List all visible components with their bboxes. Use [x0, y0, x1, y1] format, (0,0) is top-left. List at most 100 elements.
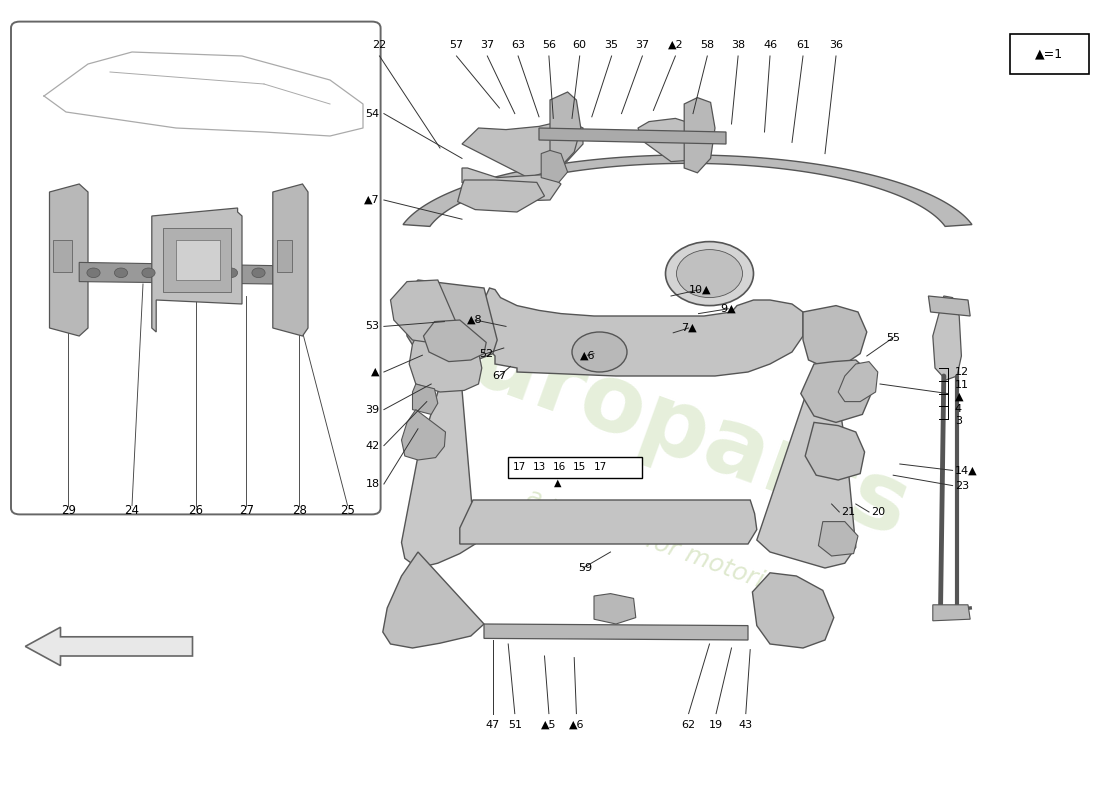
- Text: 10▲: 10▲: [689, 285, 711, 294]
- Text: a passion for motoring: a passion for motoring: [524, 484, 796, 604]
- Text: 46: 46: [763, 39, 777, 50]
- Polygon shape: [933, 605, 970, 621]
- Polygon shape: [933, 296, 961, 380]
- Polygon shape: [541, 150, 568, 182]
- Circle shape: [197, 268, 210, 278]
- Text: 4: 4: [955, 404, 961, 414]
- Text: 51: 51: [508, 720, 521, 730]
- Polygon shape: [405, 280, 497, 362]
- Text: 37: 37: [636, 39, 649, 50]
- Text: 62: 62: [682, 720, 695, 730]
- Text: 38: 38: [732, 39, 745, 50]
- Text: 26: 26: [188, 504, 204, 517]
- Polygon shape: [152, 208, 242, 332]
- Text: 56: 56: [542, 39, 556, 50]
- Polygon shape: [594, 594, 636, 624]
- Text: 12: 12: [955, 367, 969, 377]
- Text: 37: 37: [481, 39, 494, 50]
- Text: 16: 16: [553, 462, 566, 472]
- Text: 63: 63: [512, 39, 525, 50]
- Polygon shape: [176, 240, 220, 280]
- Polygon shape: [539, 128, 726, 144]
- Text: 29: 29: [60, 504, 76, 517]
- Polygon shape: [838, 362, 878, 402]
- Circle shape: [572, 332, 627, 372]
- Text: 47: 47: [486, 720, 499, 730]
- Text: ▲: ▲: [371, 367, 380, 377]
- Circle shape: [87, 268, 100, 278]
- FancyBboxPatch shape: [508, 457, 642, 478]
- Polygon shape: [50, 184, 88, 336]
- Polygon shape: [402, 364, 475, 568]
- Polygon shape: [390, 280, 462, 344]
- Text: 27: 27: [239, 504, 254, 517]
- Polygon shape: [412, 384, 438, 414]
- Text: 3: 3: [955, 416, 961, 426]
- Text: 57: 57: [450, 39, 463, 50]
- Text: 58: 58: [701, 39, 714, 50]
- Text: ▲=1: ▲=1: [1035, 47, 1064, 60]
- FancyBboxPatch shape: [11, 22, 381, 514]
- Text: ▲: ▲: [955, 392, 964, 402]
- Text: ▲2: ▲2: [668, 39, 683, 50]
- Polygon shape: [409, 328, 482, 392]
- Polygon shape: [277, 240, 292, 272]
- Text: 25: 25: [340, 504, 355, 517]
- Text: 39: 39: [365, 405, 380, 414]
- Polygon shape: [484, 288, 803, 376]
- Circle shape: [676, 250, 742, 298]
- Text: 20: 20: [871, 507, 886, 517]
- Polygon shape: [550, 92, 581, 166]
- Polygon shape: [163, 228, 231, 292]
- Polygon shape: [805, 422, 865, 480]
- Text: 35: 35: [605, 39, 618, 50]
- Polygon shape: [801, 360, 871, 422]
- Polygon shape: [458, 180, 544, 212]
- Circle shape: [666, 242, 754, 306]
- Polygon shape: [818, 522, 858, 556]
- Text: 7▲: 7▲: [681, 323, 696, 333]
- Text: 55: 55: [887, 333, 900, 342]
- Text: 17: 17: [594, 462, 607, 472]
- Text: 15: 15: [573, 462, 586, 472]
- Polygon shape: [79, 262, 273, 284]
- Polygon shape: [752, 573, 834, 648]
- Polygon shape: [402, 410, 446, 460]
- Text: 18: 18: [365, 479, 380, 489]
- Text: 17: 17: [513, 462, 526, 472]
- Text: 43: 43: [739, 720, 752, 730]
- Text: ▲8: ▲8: [468, 315, 483, 325]
- Text: ▲7: ▲7: [364, 195, 380, 205]
- Text: 28: 28: [292, 504, 307, 517]
- Polygon shape: [684, 98, 715, 173]
- Circle shape: [169, 268, 183, 278]
- Polygon shape: [484, 624, 748, 640]
- Polygon shape: [462, 120, 583, 178]
- Polygon shape: [460, 500, 757, 544]
- Text: ▲5: ▲5: [541, 720, 557, 730]
- Polygon shape: [803, 306, 867, 366]
- Circle shape: [114, 268, 128, 278]
- Polygon shape: [757, 364, 856, 568]
- Text: 54: 54: [365, 109, 380, 118]
- Text: 53: 53: [365, 322, 380, 331]
- Text: ▲6: ▲6: [569, 720, 584, 730]
- Text: 42: 42: [365, 441, 380, 450]
- Text: 11: 11: [955, 380, 969, 390]
- Text: 14▲: 14▲: [955, 466, 978, 475]
- Text: 59: 59: [579, 563, 592, 573]
- Text: 9▲: 9▲: [720, 304, 736, 314]
- Polygon shape: [53, 240, 72, 272]
- Polygon shape: [928, 296, 970, 316]
- Text: 67: 67: [493, 371, 506, 381]
- Text: 21: 21: [842, 507, 856, 517]
- Circle shape: [142, 268, 155, 278]
- Circle shape: [224, 268, 238, 278]
- Polygon shape: [424, 320, 486, 362]
- Polygon shape: [462, 168, 561, 202]
- FancyBboxPatch shape: [1010, 34, 1089, 74]
- Text: 19: 19: [710, 720, 723, 730]
- Text: 61: 61: [796, 39, 810, 50]
- Polygon shape: [403, 155, 972, 226]
- Polygon shape: [638, 118, 704, 162]
